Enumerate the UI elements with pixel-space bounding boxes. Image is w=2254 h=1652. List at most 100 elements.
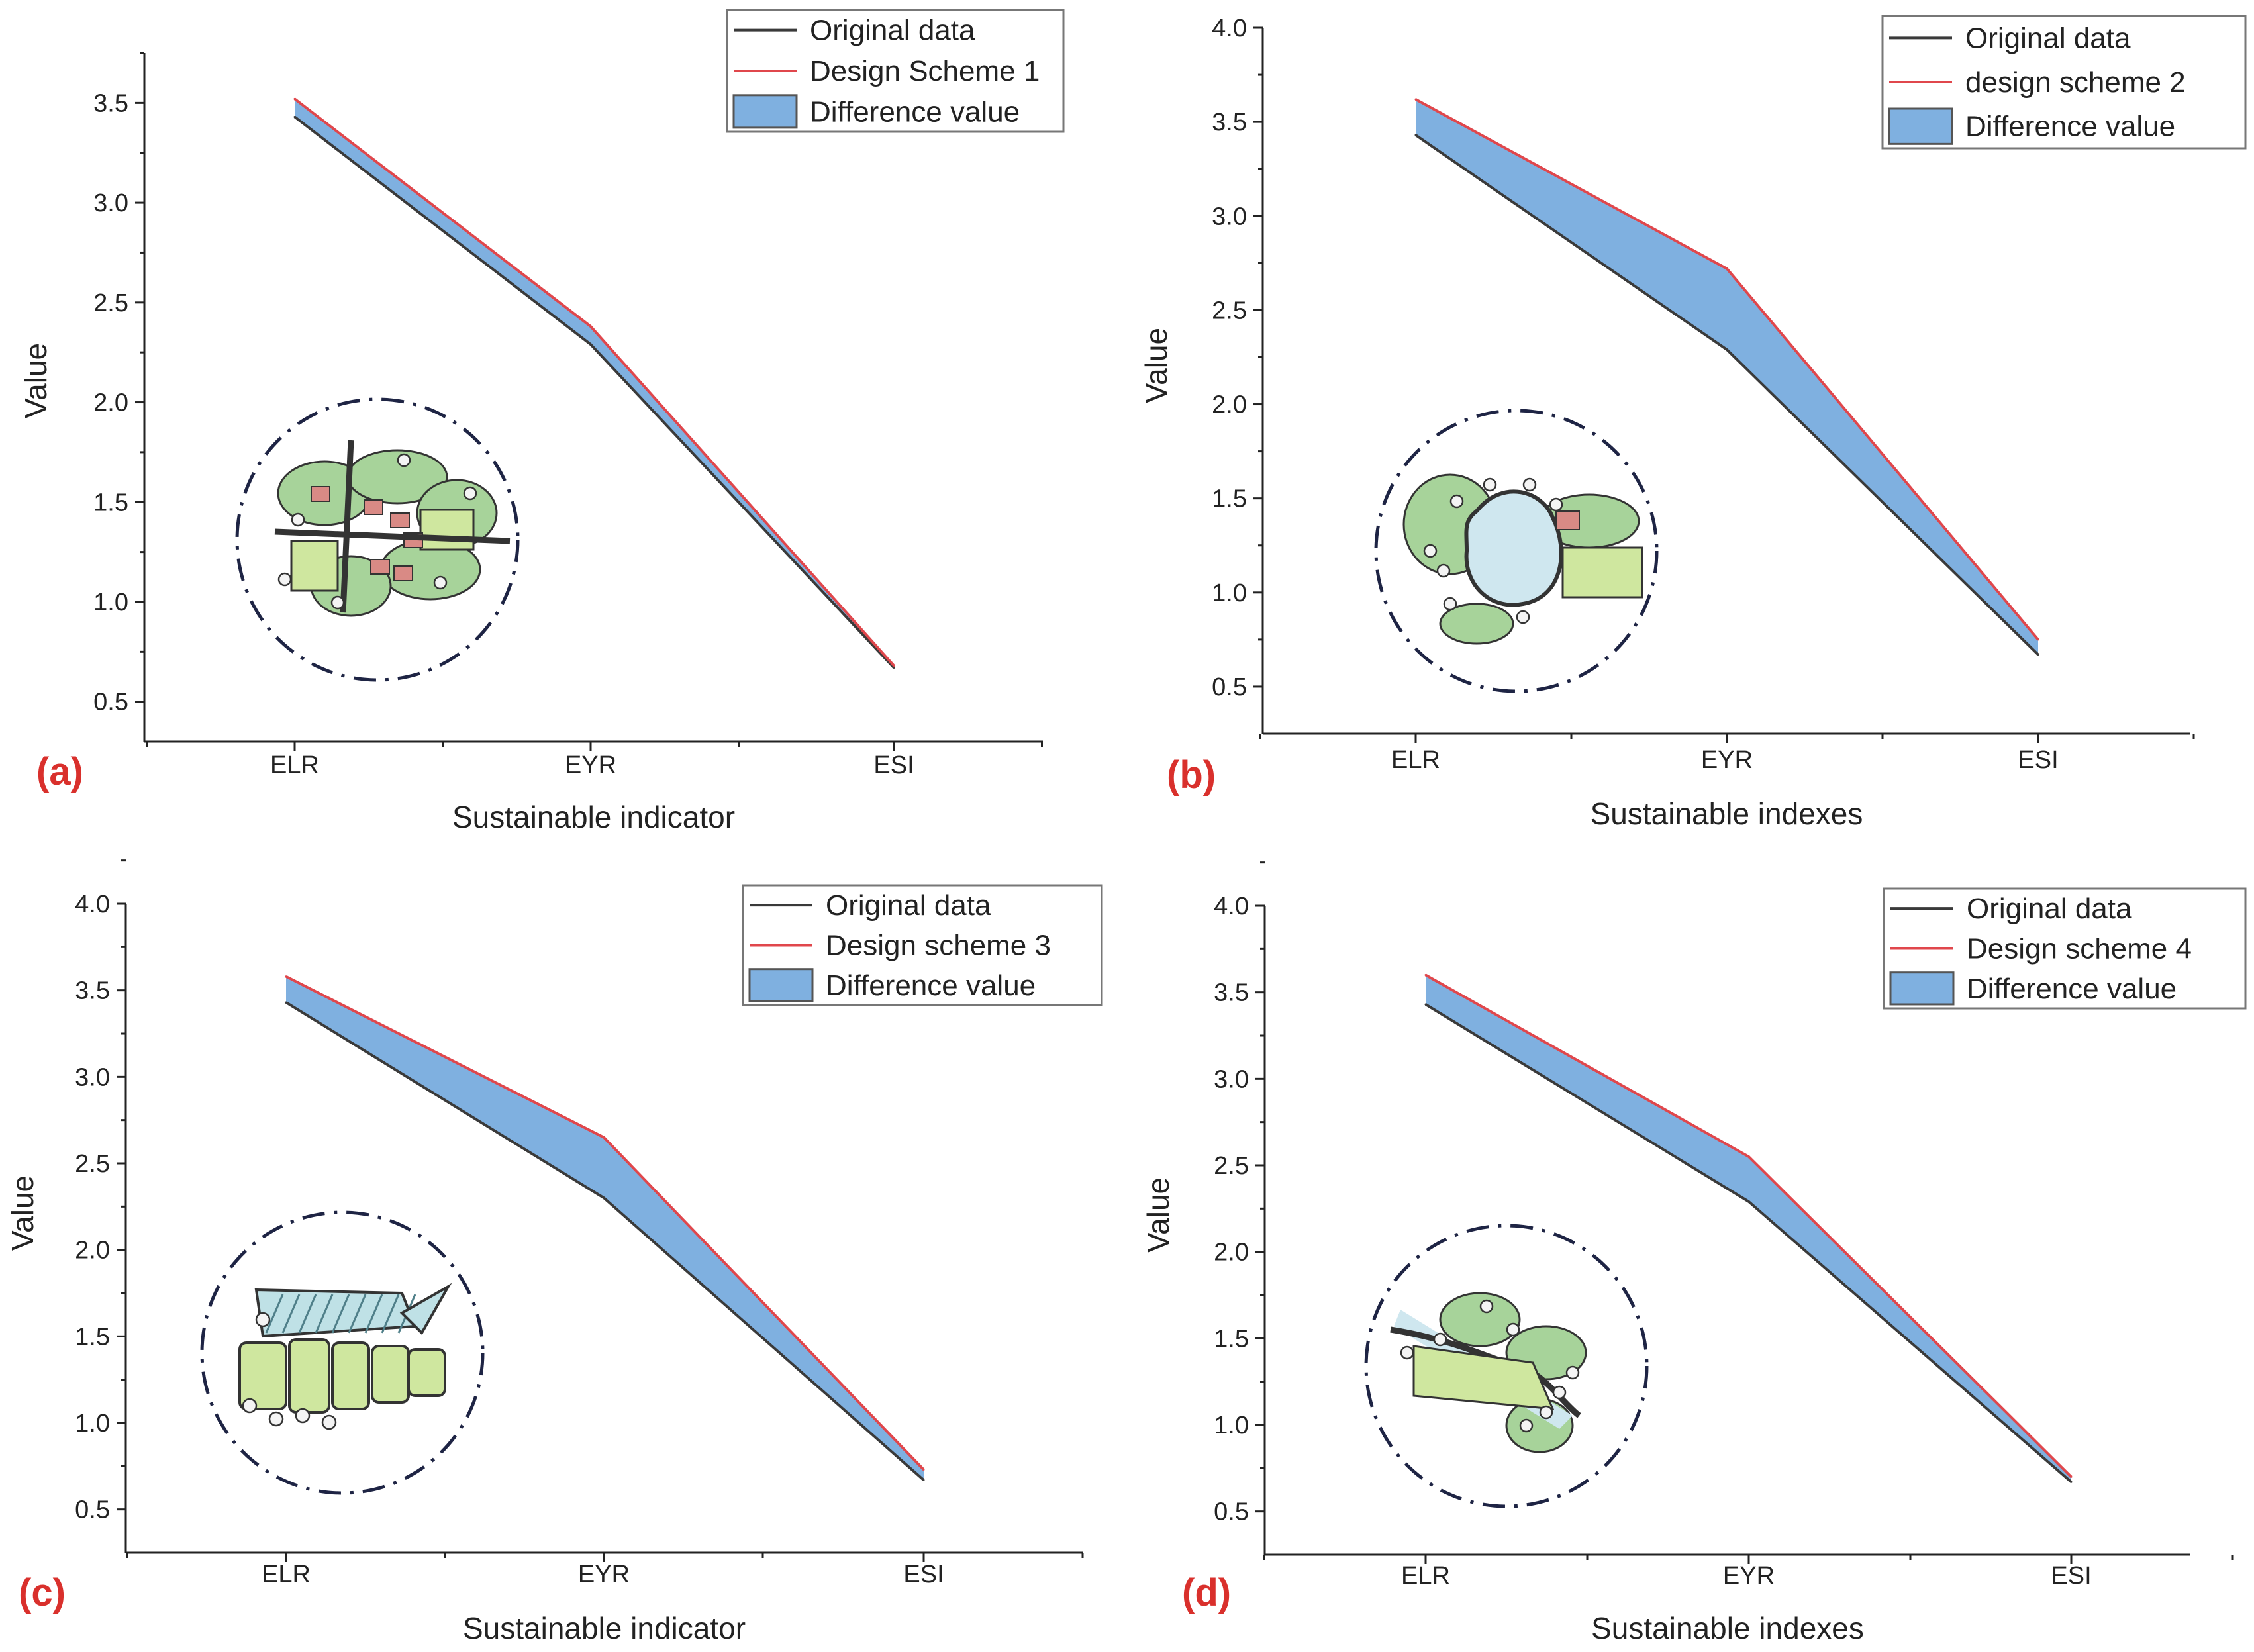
y-tick-label: 3.5 [1212, 109, 1247, 136]
tree-dot [1522, 477, 1537, 492]
x-tick-label: ESI [2051, 1562, 2091, 1590]
y-tick-label: 2.0 [1214, 1239, 1249, 1267]
design-scheme-point [1747, 1155, 1750, 1158]
y-tick-label: 1.5 [93, 489, 128, 516]
x-tick-label: EYR [1723, 1562, 1775, 1590]
original-data-point [2070, 1481, 2073, 1483]
y-tick-label: 1.5 [1214, 1325, 1249, 1353]
tree-dot [1483, 477, 1497, 492]
x-tick-label: ESI [2018, 746, 2058, 774]
y-tick-label: 1.0 [1214, 1412, 1249, 1439]
field-plot [371, 1345, 410, 1404]
building [390, 512, 410, 528]
x-tick-label: ESI [873, 752, 914, 779]
original-data-point [2037, 654, 2039, 656]
tree-dot [1506, 1322, 1520, 1337]
tree-dot [1436, 563, 1451, 578]
y-tick-label: 1.5 [75, 1323, 110, 1351]
field-plot [331, 1341, 370, 1410]
field-plot [1412, 1345, 1555, 1410]
tree-dot [1516, 610, 1530, 624]
y-tick-label: 0.5 [93, 689, 128, 716]
y-axis-title: Value [19, 343, 53, 418]
tree-dot [1449, 494, 1464, 509]
y-tick-label: 0.5 [75, 1496, 110, 1524]
tree-dot [397, 453, 411, 467]
hatch-line [298, 1294, 317, 1334]
original-data-point [1747, 1200, 1750, 1203]
y-tick-label: 2.5 [1212, 297, 1247, 324]
original-data-point [1414, 134, 1417, 136]
difference-band [295, 99, 894, 668]
original-data-point [893, 666, 895, 669]
y-tick-label: 3.0 [93, 189, 128, 217]
dash-dot-ring [1374, 409, 1659, 693]
road [274, 528, 511, 544]
tree-dot [291, 512, 305, 527]
building [364, 499, 383, 515]
original-data-point [293, 115, 296, 118]
x-tick-label: ESI [903, 1561, 944, 1588]
y-tick-label: 4.0 [75, 891, 110, 918]
tree-dot [463, 486, 477, 501]
y-axis-title: Value [1139, 328, 1173, 403]
y-tick-label: 2.0 [75, 1237, 110, 1265]
tree-dot [321, 1414, 337, 1430]
y-tick-label: 1.0 [93, 589, 128, 616]
site-plan-sketch [1364, 1224, 1649, 1508]
tree-dot [1519, 1418, 1534, 1433]
legend-label-scheme: design scheme 2 [1965, 66, 2186, 99]
site-plan-sketch [200, 1210, 485, 1495]
y-axis-title: Value [5, 1175, 40, 1251]
dash-dot-ring [235, 397, 520, 682]
design-scheme-point [589, 325, 592, 328]
tree-dot [330, 595, 345, 610]
design-scheme-point [922, 1469, 925, 1471]
y-tick-label: 4.0 [1212, 15, 1247, 42]
panel-label: (a) [36, 750, 83, 793]
legend: Original data design scheme 2 Difference v… [1881, 15, 2247, 150]
tree-dot [1549, 497, 1563, 512]
hatch-line [281, 1294, 301, 1334]
hatch-line [364, 1294, 383, 1334]
chart-panel-d: 0.5 1.0 1.5 2.0 2.5 3.0 3.5 4.0 ELR EYR ESI Sustain… [1141, 861, 2247, 1645]
legend-swatch-difference [1889, 971, 1955, 1006]
tree-dot [242, 1398, 258, 1414]
design-scheme-point [603, 1136, 605, 1139]
legend-label-original: Original data [810, 15, 975, 47]
tree-dot [1539, 1405, 1553, 1420]
x-tick-label: ELR [1391, 746, 1440, 774]
legend-label-scheme: Design scheme 4 [1967, 933, 2192, 965]
pond [1464, 489, 1563, 607]
legend-label-difference: Difference value [1967, 973, 2177, 1005]
tree-dot [1423, 544, 1438, 558]
design-scheme-point [1726, 267, 1728, 270]
hatched-plot [399, 1283, 452, 1336]
design-scheme-point [893, 664, 895, 667]
hatch-line [381, 1294, 400, 1334]
tree-cluster [1439, 603, 1514, 645]
tree-dot [1400, 1345, 1414, 1360]
hatch-line [331, 1294, 350, 1334]
legend-label-difference: Difference value [1965, 111, 2175, 143]
field-plot [407, 1348, 446, 1397]
hatch-line [315, 1294, 334, 1334]
tree-dot [277, 572, 292, 587]
chart-panel-c: 0.5 1.0 1.5 2.0 2.5 3.0 3.5 4.0 ELR EYR ESI Sustain… [5, 859, 1103, 1645]
road [340, 440, 354, 613]
x-tick-label: EYR [1701, 746, 1753, 774]
field-plot [419, 509, 475, 551]
tree-dot [1433, 1332, 1447, 1347]
dash-dot-ring [1364, 1224, 1649, 1508]
tree-dot [1552, 1385, 1567, 1400]
legend-label-difference: Difference value [826, 969, 1036, 1002]
chart-panel-b: 0.5 1.0 1.5 2.0 2.5 3.0 3.5 4.0 ELR EYR ESI Sustain… [1139, 15, 2247, 831]
x-axis-title: Sustainable indexes [1591, 797, 1863, 831]
building [311, 486, 330, 502]
dash-dot-ring [200, 1210, 485, 1495]
original-data-point [1424, 1003, 1427, 1006]
x-axis-title: Sustainable indicator [452, 800, 735, 834]
site-plan-sketch [235, 397, 520, 682]
original-data-point [589, 343, 592, 346]
x-tick-label: ELR [270, 752, 319, 779]
